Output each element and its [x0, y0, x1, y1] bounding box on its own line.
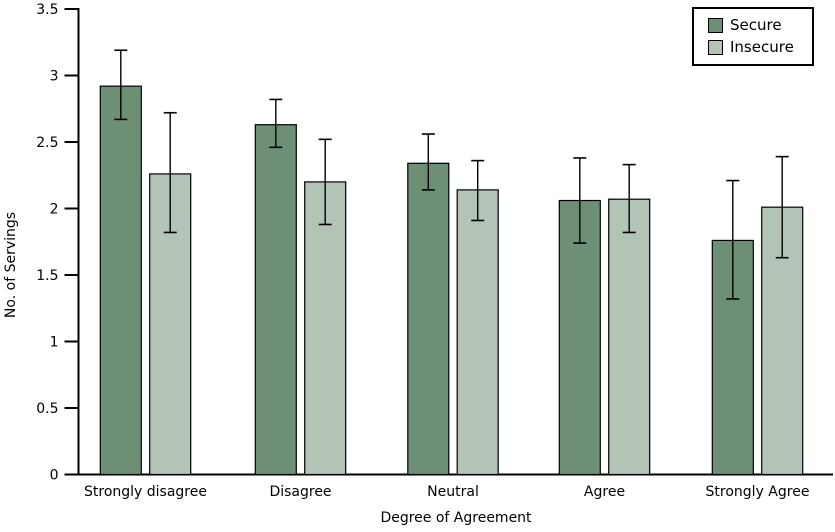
bar-insecure-0 — [149, 173, 192, 476]
y-tick-label-0: 0 — [50, 468, 59, 484]
legend-item-secure: Secure — [708, 18, 812, 33]
y-tick-label-3: 3 — [50, 69, 59, 85]
bar-secure-1 — [254, 124, 297, 476]
bar-insecure-3 — [608, 198, 651, 476]
y-tick-label-2: 2 — [50, 202, 59, 218]
bar-insecure-2 — [456, 189, 499, 476]
y-tick-label-0.5: 0.5 — [36, 401, 58, 417]
category-label-4: Strongly Agree — [706, 484, 810, 500]
category-label-0: Strongly disagree — [84, 484, 207, 500]
bar-insecure-1 — [304, 181, 347, 476]
x-axis-title: Degree of Agreement — [380, 510, 532, 526]
y-tick-label-3.5: 3.5 — [36, 2, 58, 18]
y-tick-label-1.5: 1.5 — [36, 268, 58, 284]
bar-secure-0 — [99, 85, 142, 476]
legend-label-insecure: Insecure — [730, 38, 794, 56]
category-label-2: Neutral — [427, 484, 479, 500]
legend-swatch-insecure-icon — [708, 40, 723, 55]
y-tick-label-1: 1 — [50, 335, 59, 351]
category-label-3: Agree — [584, 484, 625, 500]
legend: Secure Insecure — [692, 7, 814, 66]
y-tick-label-2.5: 2.5 — [36, 135, 58, 151]
legend-item-insecure: Insecure — [708, 40, 812, 55]
legend-label-secure: Secure — [730, 16, 782, 34]
legend-swatch-secure-icon — [708, 18, 723, 33]
bar-secure-2 — [407, 162, 450, 476]
y-axis-title: No. of Servings — [3, 211, 19, 319]
category-label-1: Disagree — [269, 484, 331, 500]
